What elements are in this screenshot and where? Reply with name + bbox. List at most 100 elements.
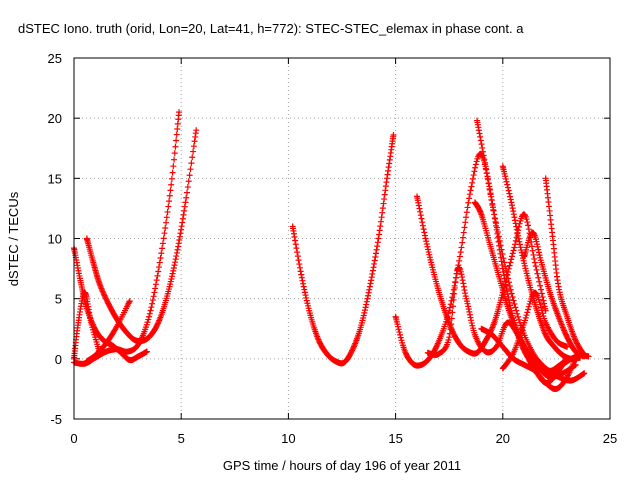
- data-point: [524, 219, 531, 226]
- data-point: [349, 347, 356, 354]
- data-point: [168, 181, 175, 188]
- data-point: [504, 288, 511, 295]
- data-point: [503, 178, 510, 185]
- data-point: [419, 222, 426, 229]
- data-point: [514, 310, 521, 317]
- data-point: [102, 293, 109, 300]
- x-tick-label: 5: [178, 431, 185, 446]
- data-point: [363, 301, 370, 308]
- data-point: [446, 334, 453, 341]
- data-point: [510, 211, 517, 218]
- x-axis-label: GPS time / hours of day 196 of year 2011: [223, 458, 461, 473]
- data-point: [476, 130, 483, 137]
- data-point: [525, 226, 532, 233]
- data-point: [447, 326, 454, 333]
- data-point: [483, 166, 490, 173]
- data-point: [507, 193, 514, 200]
- data-point: [362, 304, 369, 311]
- x-tick-label: 25: [603, 431, 617, 446]
- data-point: [183, 194, 190, 201]
- data-point: [489, 204, 496, 211]
- data-point: [508, 253, 515, 260]
- data-point: [368, 277, 375, 284]
- data-point: [363, 298, 370, 305]
- data-point: [300, 283, 307, 290]
- data-point: [480, 152, 487, 159]
- data-point: [176, 109, 183, 116]
- series-15: [499, 289, 571, 372]
- data-point: [462, 290, 469, 297]
- data-point: [298, 274, 305, 281]
- series-4: [83, 298, 133, 365]
- data-point: [460, 280, 467, 287]
- data-point: [379, 205, 386, 212]
- data-point: [535, 246, 542, 253]
- data-point: [377, 223, 384, 230]
- data-point: [531, 255, 538, 262]
- data-point: [365, 292, 372, 299]
- data-point: [528, 243, 535, 250]
- data-point: [160, 235, 167, 242]
- data-point: [508, 256, 515, 263]
- data-point: [190, 143, 197, 150]
- chart-title: dSTEC Iono. truth (orid, Lon=20, Lat=41,…: [18, 21, 524, 36]
- data-point: [171, 262, 178, 269]
- data-point: [303, 294, 310, 301]
- data-point: [516, 316, 523, 323]
- data-point: [468, 320, 475, 327]
- data-point: [509, 250, 516, 257]
- data-point: [349, 346, 356, 353]
- data-point: [189, 154, 196, 161]
- data-point: [498, 258, 505, 265]
- data-point: [481, 156, 488, 163]
- data-point: [493, 226, 500, 233]
- data-point: [540, 297, 547, 304]
- data-point: [515, 235, 522, 242]
- data-point: [367, 280, 374, 287]
- y-tick-label: 0: [55, 352, 62, 367]
- data-point: [533, 266, 540, 273]
- data-point: [396, 329, 403, 336]
- data-point: [489, 200, 496, 207]
- data-point: [466, 191, 473, 198]
- data-point: [185, 178, 192, 185]
- data-point: [451, 290, 458, 297]
- data-point: [374, 243, 381, 250]
- data-point: [477, 133, 484, 140]
- x-tick-label: 20: [496, 431, 510, 446]
- data-point: [417, 212, 424, 219]
- data-point: [479, 144, 486, 151]
- data-point: [561, 328, 568, 335]
- data-point: [165, 203, 172, 210]
- data-point: [155, 268, 162, 275]
- data-point: [181, 203, 188, 210]
- data-point: [449, 294, 456, 301]
- data-point: [421, 232, 428, 239]
- data-point: [380, 200, 387, 207]
- data-point: [470, 172, 477, 179]
- data-point: [159, 245, 166, 252]
- data-point: [157, 254, 164, 261]
- data-point: [510, 208, 517, 215]
- data-point: [458, 244, 465, 251]
- data-point: [534, 241, 541, 248]
- data-point: [159, 240, 166, 247]
- data-point: [510, 247, 517, 254]
- x-tick-label: 0: [70, 431, 77, 446]
- data-point: [158, 250, 165, 257]
- data-point: [529, 247, 536, 254]
- data-point: [505, 265, 512, 272]
- data-point: [178, 223, 185, 230]
- x-tick-label: 15: [388, 431, 402, 446]
- data-point: [153, 277, 160, 284]
- data-point: [536, 298, 543, 305]
- data-point: [171, 150, 178, 157]
- data-point: [293, 245, 300, 252]
- data-point: [378, 214, 385, 221]
- data-point: [539, 310, 546, 317]
- data-point: [155, 264, 162, 271]
- data-point: [572, 337, 579, 344]
- data-point: [150, 293, 157, 300]
- data-point: [376, 231, 383, 238]
- data-point: [512, 304, 519, 311]
